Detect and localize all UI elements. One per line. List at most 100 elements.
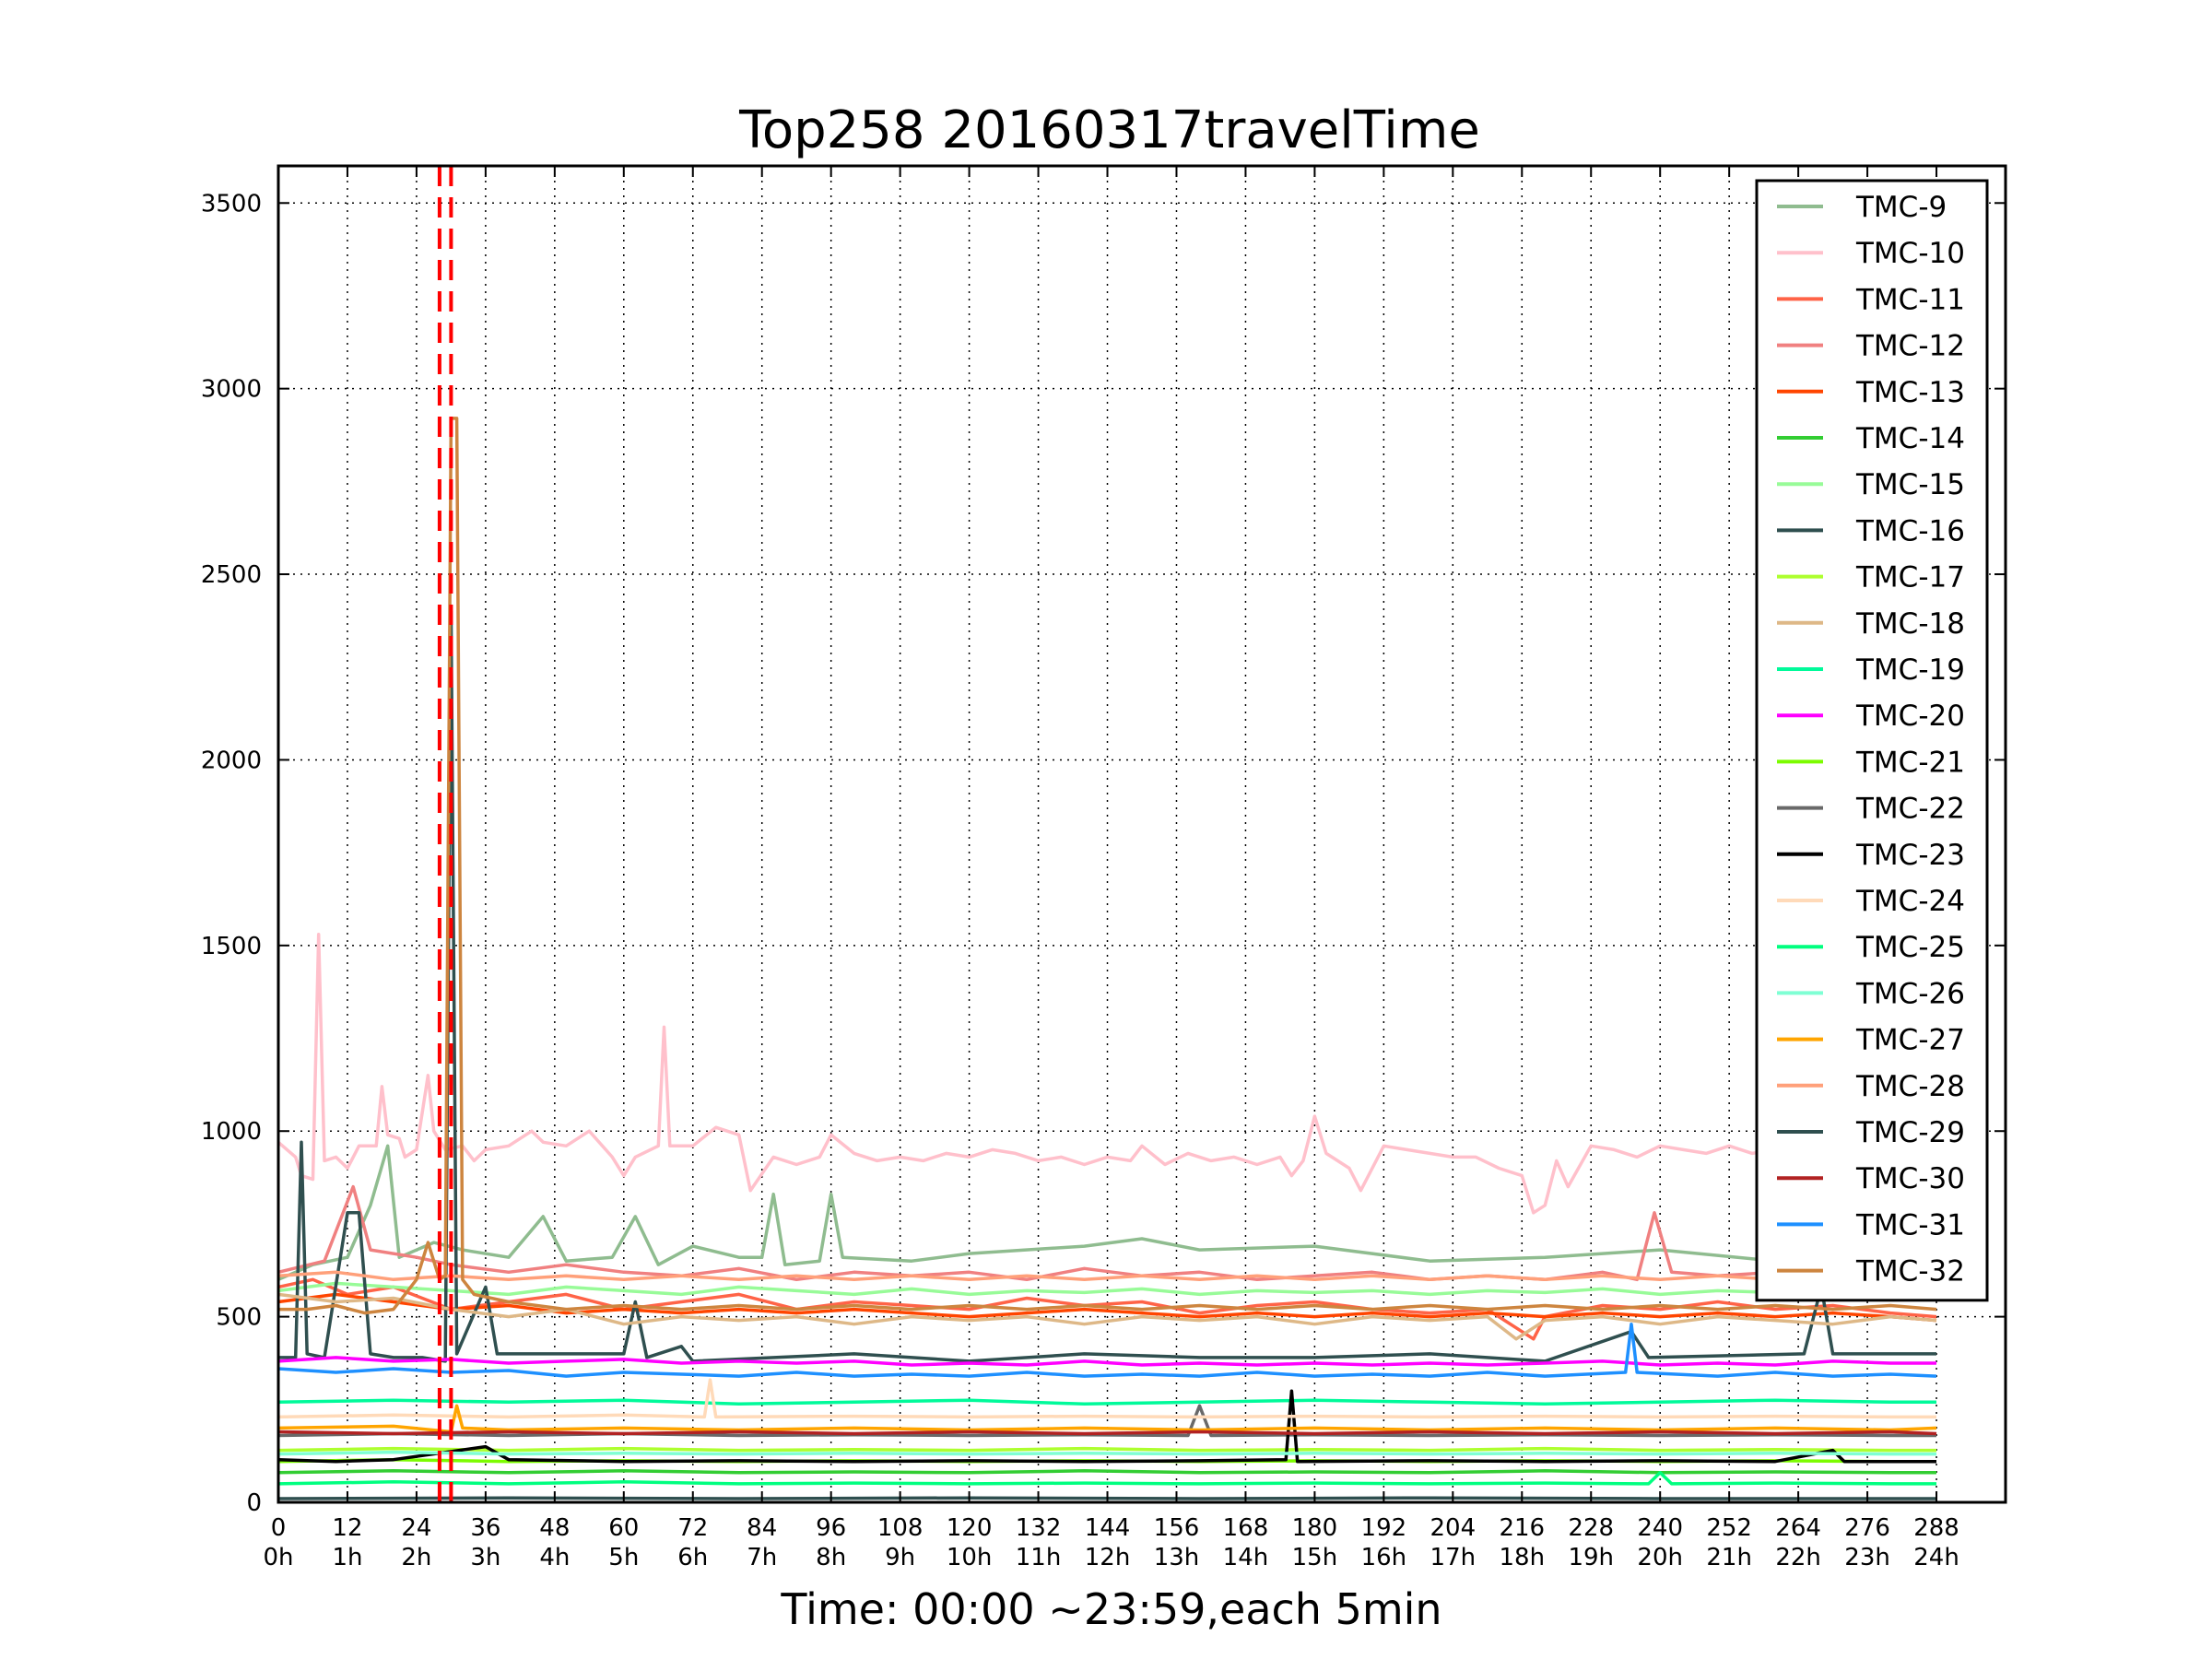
x-tick-label-hour: 3h <box>470 1544 500 1571</box>
legend-label: TMC-27 <box>1855 1024 1965 1057</box>
x-tick-label-hour: 12h <box>1085 1544 1131 1571</box>
x-tick-label-hour: 17h <box>1430 1544 1477 1571</box>
series-line-tmc-14 <box>277 1469 1936 1475</box>
series-line-tmc-32 <box>278 417 1937 1315</box>
x-tick-label-hour: 5h <box>608 1544 639 1571</box>
legend-label: TMC-26 <box>1855 977 1965 1010</box>
series-line-tmc-23 <box>277 1389 1936 1464</box>
x-tick-label: 36 <box>470 1514 500 1542</box>
series-line-tmc-12 <box>277 1184 1937 1286</box>
legend-label: TMC-31 <box>1855 1208 1965 1241</box>
legend-label: TMC-15 <box>1855 468 1965 501</box>
legend: TMC-9 TMC-10 TMC-11 TMC-12 TMC-13 TMC-14 TMC-1… <box>1755 179 1989 1302</box>
x-tick-label-hour: 23h <box>1844 1544 1890 1571</box>
series-line-tmc-19 <box>277 1398 1936 1406</box>
y-axis: 0 500 1000 1500 2000 2500 3000 3500 <box>201 190 2006 1517</box>
plot-frame <box>276 164 2007 1504</box>
series-line-tmc-17 <box>277 1446 1936 1453</box>
x-tick-label-hour: 0h <box>263 1544 293 1571</box>
legend-label: TMC-19 <box>1855 653 1965 687</box>
y-tick-label: 2500 <box>201 561 262 589</box>
x-tick-label-hour: 20h <box>1637 1544 1683 1571</box>
y-tick-label: 3500 <box>201 190 262 218</box>
x-tick-label-hour: 2h <box>401 1544 431 1571</box>
reference-lines <box>437 166 453 1502</box>
legend-label: TMC-20 <box>1855 700 1965 733</box>
legend-label: TMC-22 <box>1855 793 1965 826</box>
series-line-tmc-15 <box>277 1281 1936 1297</box>
x-tick-label-hour: 10h <box>947 1544 993 1571</box>
legend-label: TMC-24 <box>1855 885 1965 918</box>
series-line-tmc-24 <box>277 1378 1936 1419</box>
x-tick-label: 132 <box>1016 1514 1062 1542</box>
x-tick-label: 252 <box>1706 1514 1752 1542</box>
legend-label: TMC-18 <box>1855 607 1965 641</box>
x-tick-label-hour: 24h <box>1913 1544 1959 1571</box>
x-tick-label: 240 <box>1637 1514 1683 1542</box>
x-tick-label: 204 <box>1430 1514 1476 1542</box>
x-tick-label: 24 <box>401 1514 431 1542</box>
legend-label: TMC-11 <box>1855 283 1965 316</box>
chart-title: Top258 20160317travelTime <box>738 100 1480 160</box>
plot-area <box>276 164 2007 1504</box>
series-line-tmc-11 <box>277 1277 1937 1341</box>
x-axis-label: Time: 00:00 ~23:59,each 5min <box>780 1584 1441 1634</box>
series-line-tmc-28 <box>277 1270 1936 1282</box>
legend-label: TMC-10 <box>1855 237 1965 270</box>
legend-label: TMC-32 <box>1855 1255 1965 1288</box>
x-tick-label-hour: 9h <box>885 1544 915 1571</box>
x-tick-label: 72 <box>677 1514 708 1542</box>
series-line-tmc-20 <box>277 1356 1936 1367</box>
x-tick-label-hour: 16h <box>1361 1544 1407 1571</box>
series-line-tmc-30 <box>277 1430 1937 1436</box>
x-tick-label: 120 <box>947 1514 993 1542</box>
x-tick-label-hour: 11h <box>1016 1544 1062 1571</box>
y-tick-label: 1000 <box>201 1118 262 1146</box>
x-tick-label-hour: 14h <box>1223 1544 1269 1571</box>
y-tick-label: 3000 <box>201 376 262 404</box>
x-tick-label-hour: 18h <box>1499 1544 1545 1571</box>
series-lines <box>276 417 1937 1500</box>
x-tick-label-hour: 19h <box>1568 1544 1614 1571</box>
x-tick-label: 288 <box>1913 1514 1959 1542</box>
legend-label: TMC-30 <box>1855 1162 1965 1195</box>
legend-label: TMC-16 <box>1855 514 1965 547</box>
x-tick-label-hour: 8h <box>816 1544 846 1571</box>
legend-label: TMC-21 <box>1855 746 1965 779</box>
legend-label: TMC-9 <box>1855 191 1947 224</box>
legend-label: TMC-23 <box>1855 839 1965 872</box>
x-tick-label: 276 <box>1844 1514 1890 1542</box>
y-tick-label: 2000 <box>201 747 262 774</box>
y-tick-label: 500 <box>216 1304 262 1332</box>
series-line-tmc-16 <box>278 609 1936 1363</box>
x-tick-label: 108 <box>877 1514 924 1542</box>
legend-label: TMC-12 <box>1855 330 1965 363</box>
x-tick-label-hour: 1h <box>332 1544 362 1571</box>
x-tick-label-hour: 15h <box>1292 1544 1338 1571</box>
x-tick-label: 12 <box>332 1514 362 1542</box>
x-tick-label: 216 <box>1499 1514 1545 1542</box>
x-tick-label: 180 <box>1292 1514 1338 1542</box>
x-tick-label: 156 <box>1154 1514 1200 1542</box>
legend-label: TMC-25 <box>1855 931 1965 964</box>
x-tick-label-hour: 21h <box>1706 1544 1752 1571</box>
x-tick-label: 96 <box>816 1514 846 1542</box>
x-tick-label: 60 <box>608 1514 639 1542</box>
y-tick-label: 1500 <box>201 933 262 960</box>
x-tick-label-hour: 6h <box>677 1544 708 1571</box>
x-tick-label-hour: 7h <box>747 1544 777 1571</box>
x-tick-label: 84 <box>747 1514 777 1542</box>
x-tick-label: 192 <box>1361 1514 1407 1542</box>
x-tick-label: 264 <box>1775 1514 1821 1542</box>
legend-label: TMC-29 <box>1855 1116 1965 1149</box>
series-line-tmc-10 <box>276 933 1937 1215</box>
legend-box <box>1755 179 1989 1302</box>
legend-label: TMC-17 <box>1855 561 1965 594</box>
x-tick-label-hour: 22h <box>1775 1544 1821 1571</box>
x-tick-label-hour: 13h <box>1154 1544 1200 1571</box>
y-tick-label: 0 <box>246 1489 262 1517</box>
series-line-tmc-26 <box>277 1450 1936 1456</box>
legend-label: TMC-13 <box>1855 376 1965 409</box>
